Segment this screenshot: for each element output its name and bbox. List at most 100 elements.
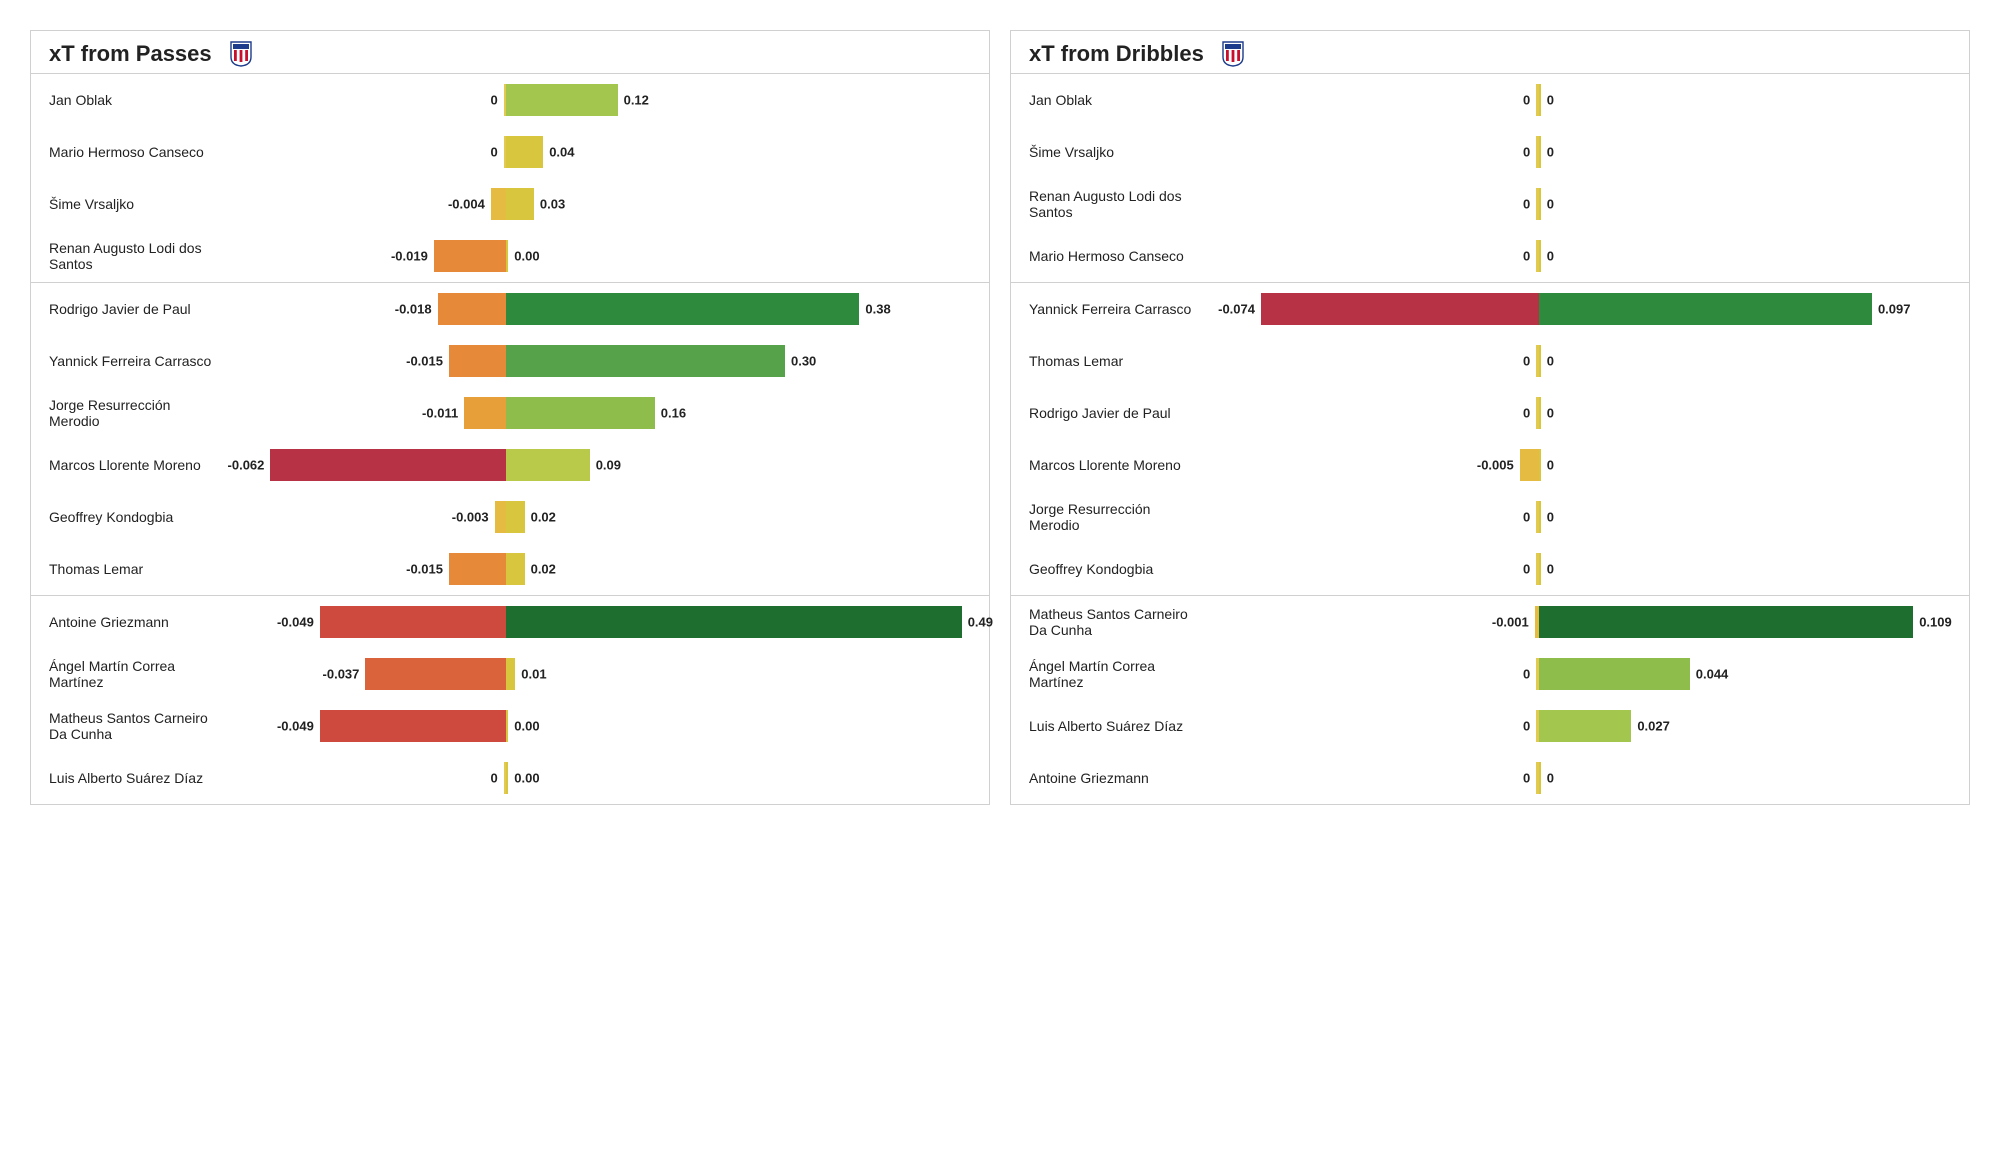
player-name: Antoine Griezmann xyxy=(1011,770,1201,786)
bar-area: 00 xyxy=(1201,495,1951,539)
bar-positive xyxy=(506,240,508,272)
bar-positive xyxy=(506,449,590,481)
value-negative: 0 xyxy=(1523,719,1530,734)
value-negative: 0 xyxy=(491,145,498,160)
player-row: Yannick Ferreira Carrasco-0.0740.097 xyxy=(1011,283,1969,335)
value-positive: 0.02 xyxy=(531,562,556,577)
panel-body: Jan Oblak 0 0.12 Mario Hermoso Canseco00.04… xyxy=(31,73,989,804)
value-positive: 0.097 xyxy=(1878,302,1911,317)
bar-area: 00 xyxy=(1201,130,1951,174)
player-row: Jorge Resurrección Merodio-0.0110.16 xyxy=(31,387,989,439)
chart-section: Antoine Griezmann-0.0490.49Ángel Martín … xyxy=(31,595,989,804)
player-name: Jan Oblak xyxy=(31,92,221,108)
player-row: Thomas Lemar-0.0150.02 xyxy=(31,543,989,595)
value-negative: 0 xyxy=(1523,510,1530,525)
bar-area: -0.0110.16 xyxy=(221,391,971,435)
value-positive: 0.12 xyxy=(624,93,649,108)
player-row: Luis Alberto Suárez Díaz00.00 xyxy=(31,752,989,804)
chart-section: Jan Oblak 0 0.12 Mario Hermoso Canseco00.04… xyxy=(31,73,989,282)
bar-area: -0.0620.09 xyxy=(221,443,971,487)
player-row: Renan Augusto Lodi dos Santos-0.0190.00 xyxy=(31,230,989,282)
player-row: Antoine Griezmann-0.0490.49 xyxy=(31,596,989,648)
player-name: Mario Hermoso Canseco xyxy=(1011,248,1201,264)
bar-area: -0.0050 xyxy=(1201,443,1951,487)
player-row: Jan Oblak 0 0.12 xyxy=(31,74,989,126)
bar-area: -0.0190.00 xyxy=(221,234,971,278)
player-name: Renan Augusto Lodi dos Santos xyxy=(1011,188,1201,220)
player-name: Mario Hermoso Canseco xyxy=(31,144,221,160)
value-positive: 0 xyxy=(1547,145,1554,160)
bar-positive xyxy=(1539,240,1541,272)
bar-positive xyxy=(506,710,508,742)
player-name: Thomas Lemar xyxy=(1011,353,1201,369)
bar-positive xyxy=(1539,293,1872,325)
player-row: Thomas Lemar00 xyxy=(1011,335,1969,387)
bar-negative xyxy=(449,345,506,377)
bar-area: 00 xyxy=(1201,391,1951,435)
xt-dashboard: xT from Passes Jan Oblak 0 0.12 Mario Hermo… xyxy=(30,30,1970,805)
value-positive: 0.38 xyxy=(865,302,890,317)
player-name: Rodrigo Javier de Paul xyxy=(1011,405,1201,421)
value-negative: 0 xyxy=(1523,249,1530,264)
value-negative: -0.049 xyxy=(277,615,314,630)
bar-area: 00 xyxy=(1201,78,1951,122)
value-positive: 0.09 xyxy=(596,458,621,473)
panel-title: xT from Passes xyxy=(49,41,212,67)
bar-positive xyxy=(1539,606,1914,638)
bar-area: 00 xyxy=(1201,182,1951,226)
team-crest-icon xyxy=(1222,41,1244,67)
bar-positive xyxy=(506,606,962,638)
bar-negative xyxy=(320,606,506,638)
bar-positive xyxy=(506,762,508,794)
panel-header: xT from Dribbles xyxy=(1011,31,1969,73)
bar-area: -0.0490.00 xyxy=(221,704,971,748)
player-name: Yannick Ferreira Carrasco xyxy=(1011,301,1201,317)
value-negative: -0.005 xyxy=(1477,458,1514,473)
bar-positive xyxy=(506,501,525,533)
player-name: Geoffrey Kondogbia xyxy=(31,509,221,525)
chart-section: Jan Oblak00Šime Vrsaljko00Renan Augusto … xyxy=(1011,73,1969,282)
bar-area: 00 xyxy=(1201,756,1951,800)
player-row: Luis Alberto Suárez Díaz 0 0.027 xyxy=(1011,700,1969,752)
value-positive: 0 xyxy=(1547,562,1554,577)
bar-positive xyxy=(506,188,534,220)
value-negative: -0.004 xyxy=(448,197,485,212)
bar-positive xyxy=(506,658,515,690)
bar-negative xyxy=(464,397,506,429)
value-negative: 0 xyxy=(491,771,498,786)
value-negative: -0.018 xyxy=(395,302,432,317)
player-row: Jorge Resurrección Merodio00 xyxy=(1011,491,1969,543)
player-name: Luis Alberto Suárez Díaz xyxy=(1011,718,1201,734)
player-name: Luis Alberto Suárez Díaz xyxy=(31,770,221,786)
value-negative: 0 xyxy=(1523,354,1530,369)
player-row: Rodrigo Javier de Paul00 xyxy=(1011,387,1969,439)
value-negative: -0.037 xyxy=(323,667,360,682)
value-negative: -0.015 xyxy=(406,354,443,369)
bar-area: -0.0010.109 xyxy=(1201,600,1951,644)
player-name: Matheus Santos Carneiro Da Cunha xyxy=(1011,606,1201,638)
value-negative: -0.001 xyxy=(1492,615,1529,630)
bar-negative xyxy=(1261,293,1539,325)
player-name: Jorge Resurrección Merodio xyxy=(31,397,221,429)
value-negative: 0 xyxy=(491,93,498,108)
value-positive: 0.02 xyxy=(531,510,556,525)
chart-section: Rodrigo Javier de Paul-0.0180.38Yannick … xyxy=(31,282,989,595)
player-name: Rodrigo Javier de Paul xyxy=(31,301,221,317)
bar-negative xyxy=(495,501,506,533)
player-row: Šime Vrsaljko-0.0040.03 xyxy=(31,178,989,230)
bar-negative xyxy=(438,293,506,325)
bar-negative xyxy=(1520,449,1539,481)
bar-area: -0.0490.49 xyxy=(221,600,971,644)
panel-xt-dribbles: xT from Dribbles Jan Oblak00Šime Vrsaljk… xyxy=(1010,30,1970,805)
value-positive: 0.027 xyxy=(1637,719,1670,734)
value-positive: 0.044 xyxy=(1696,667,1729,682)
value-negative: 0 xyxy=(1523,145,1530,160)
player-row: Mario Hermoso Canseco00 xyxy=(1011,230,1969,282)
value-positive: 0.49 xyxy=(968,615,993,630)
bar-area: 00.04 xyxy=(221,130,971,174)
bar-area: -0.0150.02 xyxy=(221,547,971,591)
value-positive: 0 xyxy=(1547,197,1554,212)
player-row: Antoine Griezmann00 xyxy=(1011,752,1969,804)
player-row: Rodrigo Javier de Paul -0.018 0.38 xyxy=(31,283,989,335)
player-row: Matheus Santos Carneiro Da Cunha-0.0010.… xyxy=(1011,596,1969,648)
